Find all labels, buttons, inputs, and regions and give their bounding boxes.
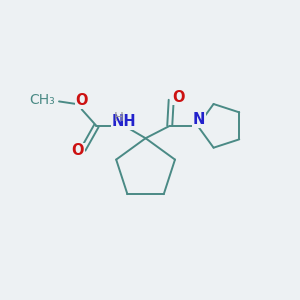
Text: O: O — [75, 93, 88, 108]
Text: CH₃: CH₃ — [29, 93, 55, 107]
Text: H: H — [114, 110, 124, 124]
Text: O: O — [72, 143, 84, 158]
Text: NH: NH — [112, 114, 137, 129]
Text: O: O — [172, 89, 185, 104]
Text: N: N — [193, 112, 205, 127]
